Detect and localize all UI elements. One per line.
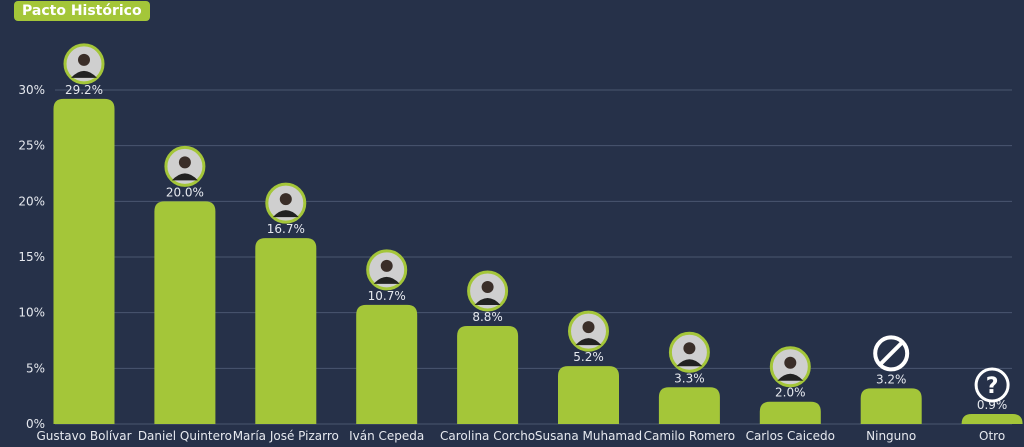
x-tick-label: Ninguno bbox=[866, 429, 916, 443]
y-tick-label: 30% bbox=[18, 83, 45, 97]
y-tick-label: 0% bbox=[26, 417, 45, 431]
no-symbol-icon bbox=[873, 335, 910, 372]
x-tick-label: Carolina Corcho bbox=[440, 429, 535, 443]
data-label: 16.7% bbox=[267, 222, 305, 236]
bar bbox=[154, 201, 216, 424]
data-label: 20.0% bbox=[166, 185, 204, 199]
bar bbox=[356, 304, 418, 424]
data-label: 8.8% bbox=[472, 310, 503, 324]
avatar-head bbox=[582, 321, 595, 334]
x-tick-label: Gustavo Bolívar bbox=[36, 429, 131, 443]
data-label: 29.2% bbox=[65, 83, 103, 97]
y-tick-label: 25% bbox=[18, 139, 45, 153]
x-tick-label: Camilo Romero bbox=[644, 429, 735, 443]
bar bbox=[860, 388, 922, 424]
bar bbox=[658, 387, 720, 424]
x-tick-label: Otro bbox=[979, 429, 1005, 443]
data-label: 2.0% bbox=[775, 386, 806, 400]
avatar-body bbox=[474, 298, 501, 306]
y-tick-label: 15% bbox=[18, 250, 45, 264]
data-label: 3.3% bbox=[674, 371, 705, 385]
x-tick-label: Iván Cepeda bbox=[349, 429, 424, 443]
avatar-head bbox=[279, 193, 292, 206]
avatar-head bbox=[481, 281, 494, 294]
bar bbox=[961, 413, 1023, 424]
y-tick-label: 20% bbox=[18, 194, 45, 208]
avatar-head bbox=[178, 156, 191, 169]
bar bbox=[558, 366, 619, 424]
avatar-body bbox=[272, 210, 299, 218]
data-label: 0.9% bbox=[977, 398, 1008, 412]
x-tick-label: Carlos Caicedo bbox=[746, 429, 835, 443]
question-mark: ? bbox=[986, 374, 999, 399]
bar bbox=[457, 326, 519, 424]
x-tick-label: María José Pizarro bbox=[233, 429, 339, 443]
avatar-body bbox=[373, 276, 400, 284]
data-label: 3.2% bbox=[876, 372, 907, 386]
y-tick-label: 10% bbox=[18, 306, 45, 320]
bar bbox=[53, 98, 115, 424]
avatar-head bbox=[380, 259, 393, 272]
bar bbox=[759, 401, 821, 424]
x-tick-label: Susana Muhamad bbox=[535, 429, 642, 443]
data-label: 5.2% bbox=[573, 350, 604, 364]
chart-title-badge: Pacto Histórico bbox=[14, 1, 150, 21]
avatar-head bbox=[784, 356, 797, 369]
avatar-head bbox=[683, 342, 696, 355]
avatar-body bbox=[676, 359, 703, 367]
x-tick-label: Daniel Quintero bbox=[138, 429, 232, 443]
no-symbol-slash bbox=[878, 340, 904, 366]
data-label: 10.7% bbox=[368, 289, 406, 303]
avatar-body bbox=[71, 70, 97, 78]
avatar-head bbox=[78, 53, 90, 66]
avatar-body bbox=[171, 173, 198, 181]
question-icon bbox=[974, 367, 1010, 403]
avatar-body bbox=[575, 338, 602, 346]
bar bbox=[255, 238, 317, 424]
y-tick-label: 5% bbox=[26, 361, 45, 375]
avatar-body bbox=[777, 373, 804, 381]
